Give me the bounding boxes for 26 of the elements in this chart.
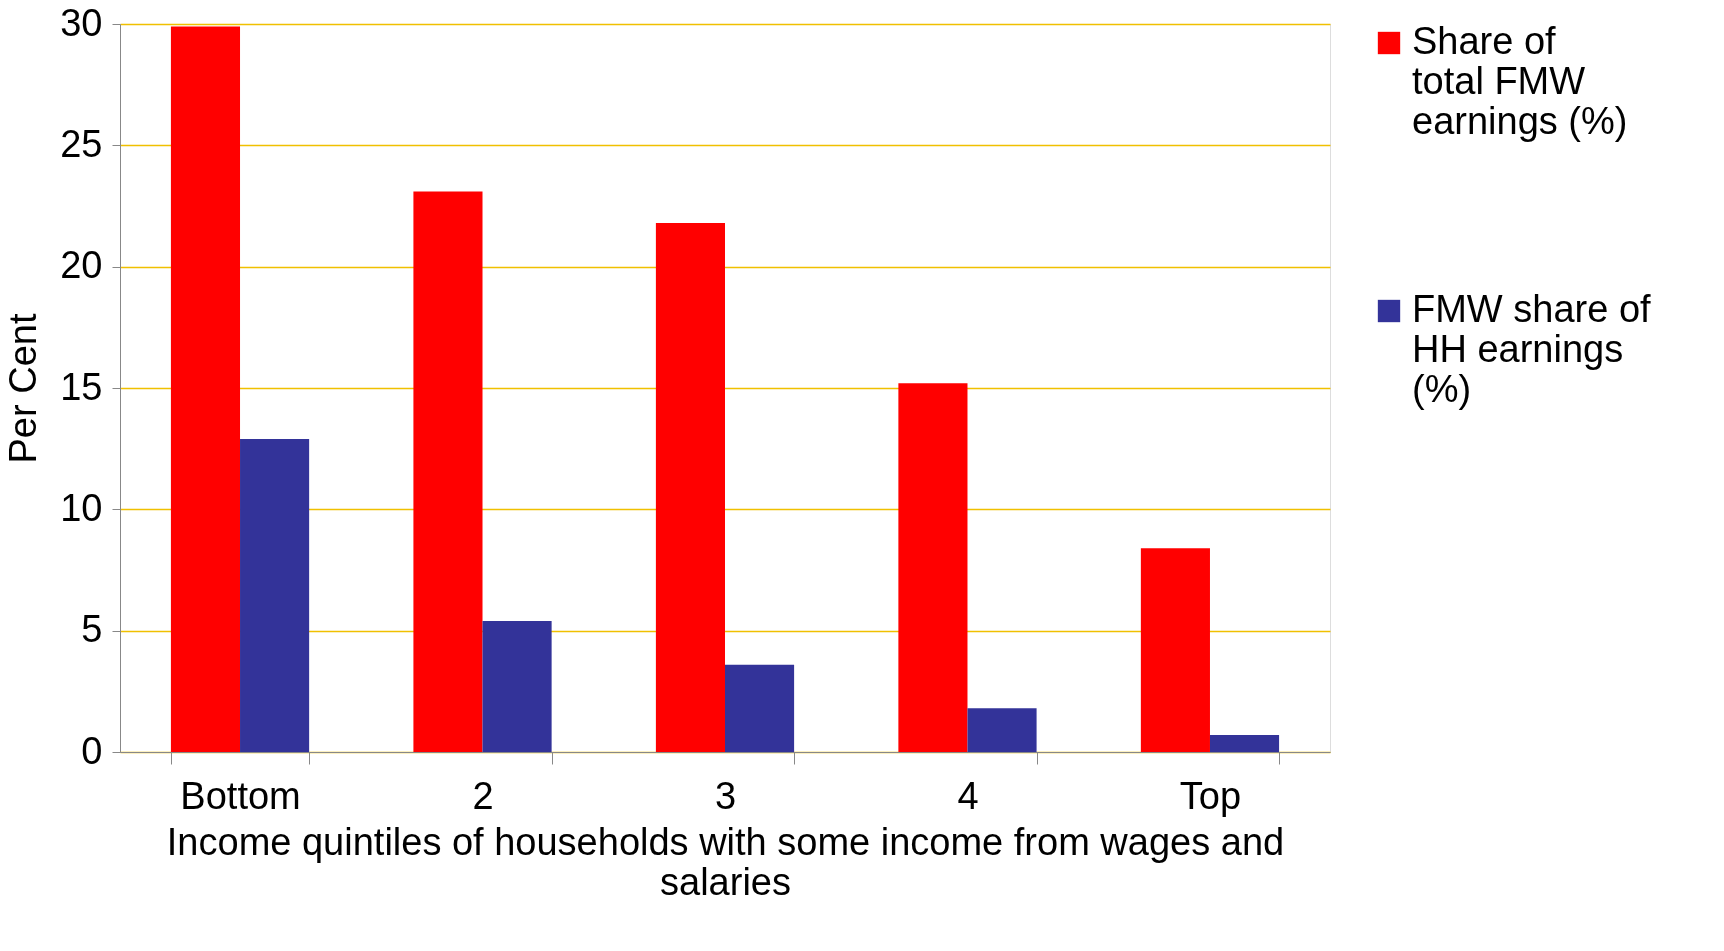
bar	[725, 664, 795, 752]
y-tick-label: 25	[60, 122, 103, 165]
x-tick-label: 2	[472, 774, 494, 817]
bar	[1140, 548, 1210, 752]
legend-label: Share of total FMW earnings (%)	[1412, 20, 1628, 142]
bar	[170, 26, 241, 752]
bar	[413, 191, 483, 752]
y-axis-title: Per Cent	[2, 313, 45, 464]
bar	[898, 383, 968, 752]
y-tick-label: 30	[60, 1, 103, 44]
y-tick-label: 20	[60, 244, 103, 287]
bar	[655, 222, 725, 752]
x-tick-label: Bottom	[180, 774, 301, 817]
bar	[240, 438, 310, 752]
x-tick-label: Top	[1179, 774, 1242, 817]
y-tick-label: 0	[81, 729, 103, 772]
x-axis-title: Income quintiles of households with some income from wages and salaries	[166, 820, 1285, 903]
bar	[482, 620, 552, 752]
y-tick-label: 15	[60, 365, 103, 408]
x-tick-label: 3	[714, 774, 737, 817]
x-tick-label: 4	[957, 774, 979, 817]
y-tick-label: 10	[60, 486, 103, 529]
y-tick-label: 5	[81, 608, 103, 651]
bar	[1209, 735, 1280, 752]
legend-label: FMW share of HH earnings (%)	[1412, 288, 1652, 410]
bar	[967, 708, 1037, 752]
